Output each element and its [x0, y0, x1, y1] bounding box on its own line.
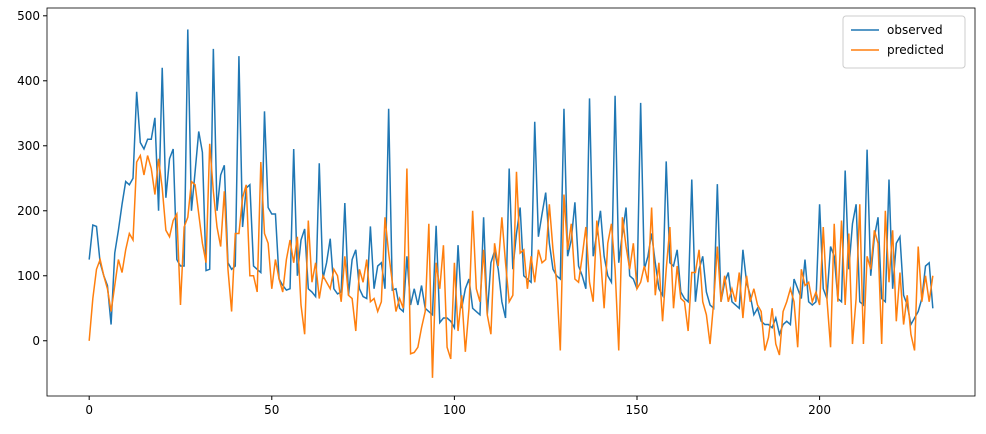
plot-frame	[46, 7, 976, 397]
legend-label: observed	[887, 23, 943, 37]
x-tick-label: 200	[808, 403, 831, 417]
x-tick-label: 150	[626, 403, 649, 417]
y-tick-label: 0	[32, 334, 40, 348]
x-tick-label: 50	[264, 403, 279, 417]
legend-box	[842, 15, 966, 69]
y-tick-label: 400	[17, 74, 40, 88]
x-tick-label: 0	[85, 403, 93, 417]
y-tick-label: 200	[17, 204, 40, 218]
y-tick-label: 500	[17, 9, 40, 23]
x-tick-label: 100	[443, 403, 466, 417]
legend-label: predicted	[887, 43, 944, 57]
series-line	[88, 29, 934, 337]
series-line	[88, 143, 934, 378]
y-tick-label: 300	[17, 139, 40, 153]
y-tick-label: 100	[17, 269, 40, 283]
